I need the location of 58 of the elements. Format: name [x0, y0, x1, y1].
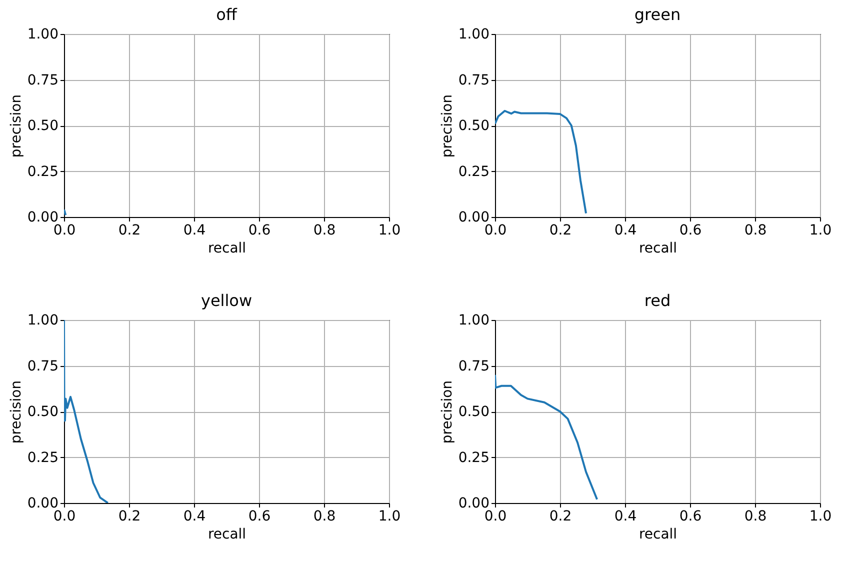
chart-title: red — [644, 291, 671, 310]
y-tick-label: 0.75 — [458, 72, 490, 88]
x-tick-label: 0.6 — [248, 222, 271, 238]
x-tick-label: 0.8 — [744, 222, 767, 238]
y-axis-title: precision — [8, 380, 24, 444]
y-tick-label: 1.00 — [27, 312, 58, 328]
chart-title: yellow — [200, 291, 252, 310]
line-series — [495, 110, 587, 214]
x-tick-label: 0.6 — [679, 508, 702, 524]
x-tick-label: 0.4 — [183, 222, 206, 238]
x-tick-label: 0.0 — [53, 508, 76, 524]
x-tick-label: 1.0 — [378, 222, 401, 238]
y-tick-label: 0.75 — [458, 358, 490, 374]
x-tick-label: 0.6 — [679, 222, 702, 238]
y-tick-label: 0.50 — [458, 118, 490, 134]
x-tick-label: 0.0 — [484, 222, 507, 238]
y-tick-label: 0.25 — [458, 450, 490, 466]
y-tick-label: 0.50 — [27, 118, 58, 134]
x-tick-label: 0.8 — [313, 508, 336, 524]
y-axis-title: precision — [8, 94, 24, 158]
x-tick-label: 0.4 — [614, 508, 637, 524]
y-tick-label: 0.75 — [27, 72, 58, 88]
y-tick-label: 0.00 — [458, 210, 490, 226]
x-tick-label: 0.8 — [744, 508, 767, 524]
y-tick-label: 1.00 — [27, 26, 58, 42]
y-tick-label: 0.00 — [27, 210, 58, 226]
x-tick-label: 0.4 — [183, 508, 206, 524]
x-axis-title: recall — [208, 526, 246, 542]
x-tick-label: 0.0 — [53, 222, 76, 238]
x-tick-label: 0.2 — [118, 508, 141, 524]
y-tick-label: 0.50 — [27, 404, 58, 420]
x-tick-label: 1.0 — [809, 222, 832, 238]
x-tick-label: 0.8 — [313, 222, 336, 238]
y-tick-label: 0.50 — [458, 404, 490, 420]
y-tick-label: 0.25 — [27, 164, 58, 180]
x-tick-label: 1.0 — [809, 508, 832, 524]
y-tick-label: 1.00 — [458, 26, 490, 42]
x-tick-label: 0.2 — [118, 222, 141, 238]
y-axis-title: precision — [439, 94, 456, 158]
x-tick-label: 0.4 — [614, 222, 637, 238]
x-axis-title: recall — [638, 526, 678, 542]
chart-title: green — [634, 5, 681, 24]
y-tick-label: 0.25 — [458, 164, 490, 180]
chart-title: off — [216, 5, 238, 24]
y-tick-label: 0.00 — [27, 496, 58, 512]
x-tick-label: 0.6 — [248, 508, 271, 524]
y-tick-label: 0.25 — [27, 450, 58, 466]
x-axis-title: recall — [638, 240, 678, 256]
y-axis-title: precision — [439, 380, 456, 444]
y-tick-label: 0.00 — [458, 496, 490, 512]
y-tick-label: 0.75 — [27, 358, 58, 374]
y-tick-label: 1.00 — [458, 312, 490, 328]
x-tick-label: 0.2 — [549, 508, 572, 524]
x-tick-label: 0.2 — [549, 222, 572, 238]
x-tick-label: 1.0 — [378, 508, 401, 524]
line-series — [495, 374, 598, 500]
x-axis-title: recall — [208, 240, 246, 256]
x-tick-label: 0.0 — [484, 508, 507, 524]
